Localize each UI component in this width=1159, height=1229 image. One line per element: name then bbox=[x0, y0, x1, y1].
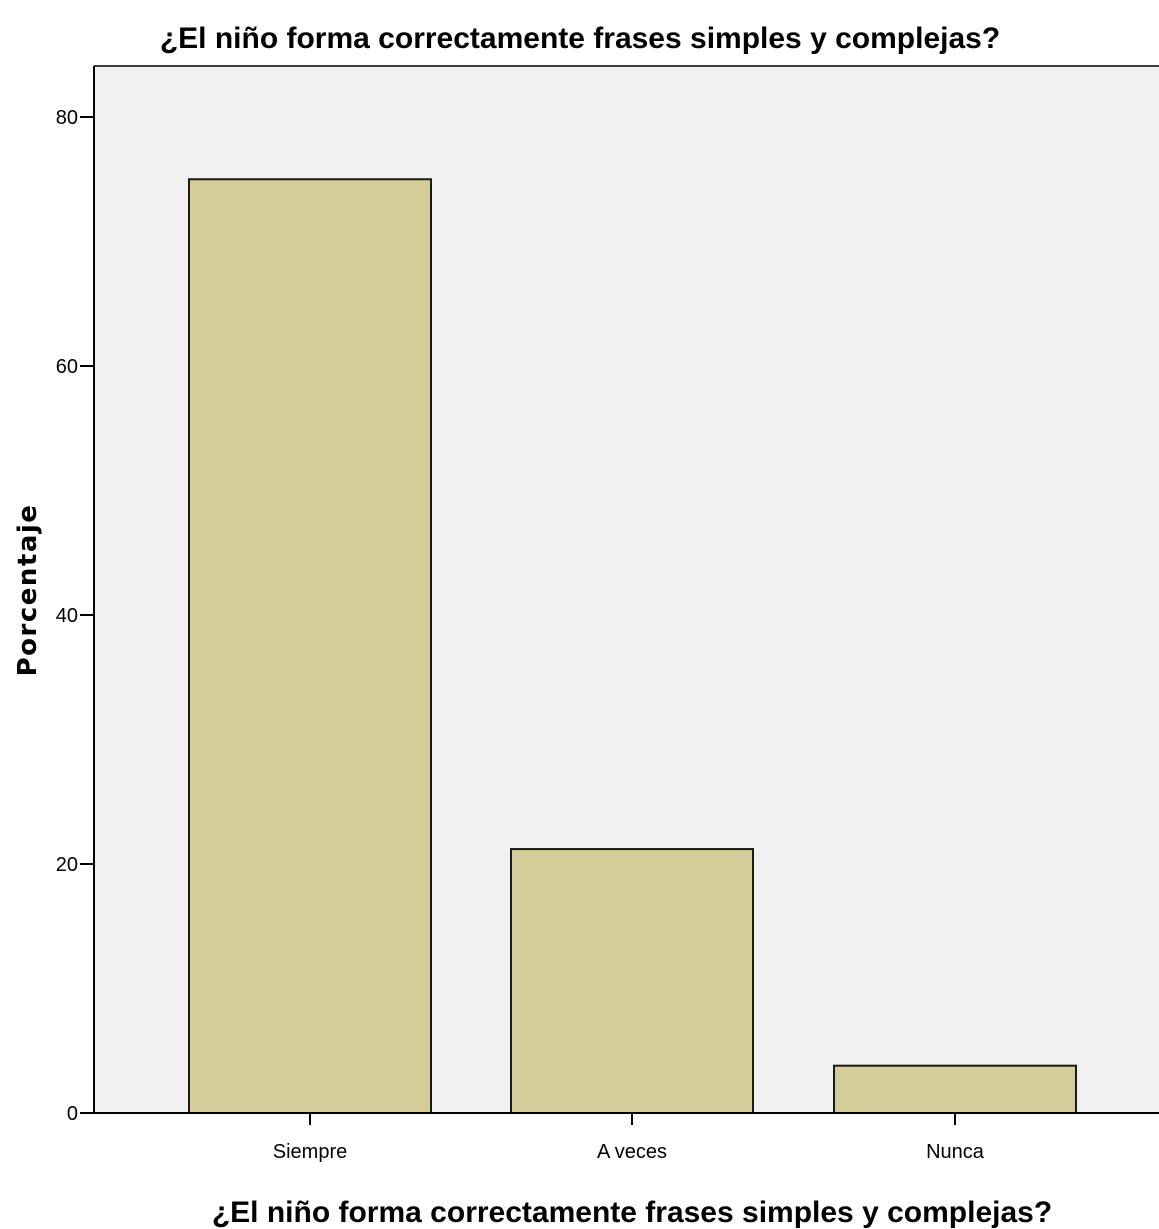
x-tick-label: Nunca bbox=[926, 1141, 985, 1163]
y-tick-label: 20 bbox=[56, 854, 78, 876]
y-tick-label: 0 bbox=[67, 1103, 78, 1125]
y-tick-label: 40 bbox=[56, 605, 78, 627]
y-axis-label: Porcentaje bbox=[13, 504, 43, 677]
chart-title: ¿El niño forma correctamente frases simp… bbox=[160, 22, 1000, 55]
x-ticks-group: Siempre A veces Nunca bbox=[273, 1113, 985, 1163]
y-ticks-group: 0 20 40 60 80 bbox=[56, 107, 94, 1125]
x-tick-label: A veces bbox=[597, 1141, 667, 1163]
bar-siempre bbox=[188, 178, 432, 1114]
bar-a-veces bbox=[510, 848, 754, 1114]
x-axis-label: ¿El niño forma correctamente frases simp… bbox=[212, 1196, 1052, 1229]
y-tick-label: 60 bbox=[56, 356, 78, 378]
bar-nunca bbox=[833, 1064, 1077, 1114]
x-tick-label: Siempre bbox=[273, 1141, 347, 1163]
y-tick-label: 80 bbox=[56, 107, 78, 129]
